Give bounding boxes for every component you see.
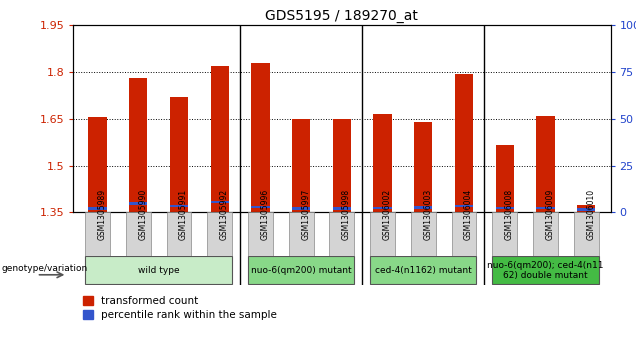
Bar	[373, 114, 392, 212]
Text: GSM1306004: GSM1306004	[464, 189, 473, 240]
Text: GSM1306003: GSM1306003	[424, 189, 432, 240]
Bar	[88, 117, 107, 212]
Bar	[129, 78, 148, 212]
FancyBboxPatch shape	[126, 212, 151, 256]
Bar	[577, 208, 595, 211]
Text: GSM1306002: GSM1306002	[383, 189, 392, 240]
Text: GSM1305996: GSM1305996	[260, 189, 270, 240]
Bar	[536, 116, 555, 212]
Bar	[455, 74, 473, 212]
FancyBboxPatch shape	[492, 212, 517, 256]
Bar	[129, 203, 148, 205]
FancyBboxPatch shape	[574, 212, 598, 256]
FancyBboxPatch shape	[207, 212, 232, 256]
Text: nuo-6(qm200); ced-4(n11
62) double mutant: nuo-6(qm200); ced-4(n11 62) double mutan…	[487, 261, 604, 280]
Text: GSM1306009: GSM1306009	[546, 189, 555, 240]
Bar	[333, 119, 351, 212]
Bar	[455, 205, 473, 207]
Bar	[414, 122, 432, 212]
FancyBboxPatch shape	[167, 212, 191, 256]
Text: GSM1305998: GSM1305998	[342, 189, 351, 240]
Title: GDS5195 / 189270_at: GDS5195 / 189270_at	[265, 9, 418, 23]
Text: GSM1305990: GSM1305990	[138, 189, 148, 240]
Legend: transformed count, percentile rank within the sample: transformed count, percentile rank withi…	[78, 292, 281, 325]
Text: GSM1305997: GSM1305997	[301, 189, 310, 240]
Bar	[577, 205, 595, 212]
Text: genotype/variation: genotype/variation	[1, 265, 88, 273]
FancyBboxPatch shape	[85, 212, 110, 256]
Text: GSM1305992: GSM1305992	[219, 189, 229, 240]
Bar	[536, 207, 555, 209]
Text: wild type: wild type	[138, 266, 179, 275]
FancyBboxPatch shape	[289, 212, 314, 256]
Text: GSM1306008: GSM1306008	[505, 189, 514, 240]
FancyBboxPatch shape	[370, 212, 395, 256]
Bar	[292, 119, 310, 212]
Bar	[251, 63, 270, 212]
Text: GSM1305989: GSM1305989	[97, 189, 107, 240]
Bar	[251, 205, 270, 208]
FancyBboxPatch shape	[411, 212, 436, 256]
Bar	[211, 66, 229, 212]
Text: nuo-6(qm200) mutant: nuo-6(qm200) mutant	[251, 266, 352, 275]
FancyBboxPatch shape	[533, 212, 558, 256]
Bar	[495, 145, 514, 212]
Bar	[88, 207, 107, 210]
FancyBboxPatch shape	[248, 257, 354, 284]
Bar	[333, 207, 351, 210]
Bar	[414, 206, 432, 209]
Bar	[170, 97, 188, 212]
FancyBboxPatch shape	[370, 257, 476, 284]
Bar	[495, 207, 514, 209]
Text: GSM1306010: GSM1306010	[586, 189, 595, 240]
Text: GSM1305991: GSM1305991	[179, 189, 188, 240]
FancyBboxPatch shape	[248, 212, 273, 256]
Bar	[170, 205, 188, 207]
FancyBboxPatch shape	[452, 212, 476, 256]
FancyBboxPatch shape	[329, 212, 354, 256]
Bar	[211, 201, 229, 203]
Text: ced-4(n1162) mutant: ced-4(n1162) mutant	[375, 266, 472, 275]
FancyBboxPatch shape	[85, 257, 232, 284]
FancyBboxPatch shape	[492, 257, 598, 284]
Bar	[373, 207, 392, 209]
Bar	[292, 207, 310, 210]
